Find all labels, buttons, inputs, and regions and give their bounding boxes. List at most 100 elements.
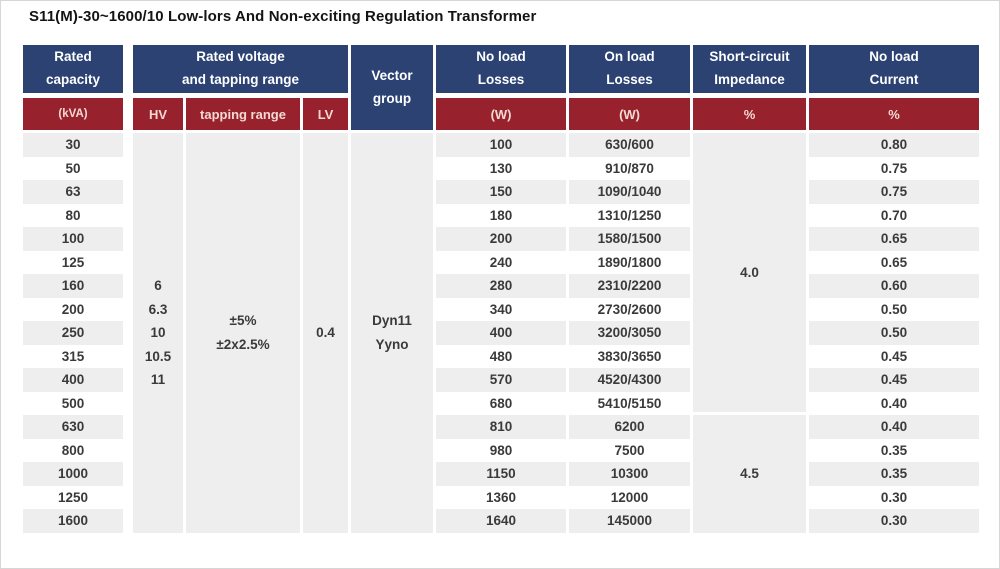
cell-on-load-losses: 7500 (566, 438, 691, 462)
cell-no-load-losses: 340 (433, 297, 567, 321)
table-row: 630 810 6200 4.5 0.40 (23, 415, 980, 533)
subheader-impedance-unit: % (690, 98, 807, 133)
subheader-kva-unit: (kVA) (23, 98, 123, 133)
cell-no-load-losses: 980 (433, 438, 567, 462)
cell-no-load-current: 0.65 (806, 250, 980, 274)
cell-no-load-current: 0.75 (806, 180, 980, 204)
cell-no-load-current: 0.50 (806, 321, 980, 345)
cell-no-load-losses: 180 (433, 203, 567, 227)
cell-on-load-losses: 630/600 (566, 133, 691, 157)
cell-no-load-current: 0.65 (806, 227, 980, 251)
cell-on-load-losses: 12000 (566, 485, 691, 509)
cell-no-load-current: 0.30 (806, 509, 980, 533)
cell-hv-values: 6 6.3 10 10.5 11 (123, 133, 183, 533)
cell-rated-capacity: 50 (23, 156, 123, 180)
cell-on-load-losses: 1890/1800 (566, 250, 691, 274)
cell-on-load-losses: 6200 (566, 415, 691, 439)
header-vector-group: Vector group (348, 45, 434, 133)
subheader-no-load-current-unit: % (806, 98, 980, 133)
cell-rated-capacity: 1000 (23, 462, 123, 486)
cell-no-load-current: 0.60 (806, 274, 980, 298)
subheader-on-load-losses-unit: (W) (566, 98, 691, 133)
cell-no-load-losses: 150 (433, 180, 567, 204)
cell-rated-capacity: 80 (23, 203, 123, 227)
subheader-hv: HV (123, 98, 183, 133)
cell-on-load-losses: 1090/1040 (566, 180, 691, 204)
table-row: 1600 1640 145000 0.30 (23, 509, 980, 533)
cell-no-load-losses: 680 (433, 391, 567, 415)
cell-no-load-current: 0.45 (806, 344, 980, 368)
table-row: 125 240 1890/1800 0.65 (23, 250, 980, 274)
cell-no-load-losses: 280 (433, 274, 567, 298)
cell-on-load-losses: 1580/1500 (566, 227, 691, 251)
table-row: 200 340 2730/2600 0.50 (23, 297, 980, 321)
cell-rated-capacity: 400 (23, 368, 123, 392)
cell-tapping-range: ±5% ±2x2.5% (183, 133, 300, 533)
cell-no-load-losses: 100 (433, 133, 567, 157)
cell-no-load-current: 0.40 (806, 391, 980, 415)
header-no-load-current: No load Current (806, 45, 980, 98)
cell-vector-group: Dyn11 Yyno (348, 133, 434, 533)
cell-on-load-losses: 910/870 (566, 156, 691, 180)
table-row: 250 400 3200/3050 0.50 (23, 321, 980, 345)
cell-rated-capacity: 1600 (23, 509, 123, 533)
subheader-no-load-losses-unit: (W) (433, 98, 567, 133)
table-row: 100 200 1580/1500 0.65 (23, 227, 980, 251)
cell-no-load-losses: 810 (433, 415, 567, 439)
cell-no-load-current: 0.35 (806, 462, 980, 486)
table-row: 315 480 3830/3650 0.45 (23, 344, 980, 368)
cell-on-load-losses: 2310/2200 (566, 274, 691, 298)
cell-impedance-4-5: 4.5 (690, 415, 807, 533)
cell-no-load-current: 0.35 (806, 438, 980, 462)
cell-rated-capacity: 630 (23, 415, 123, 439)
cell-no-load-current: 0.80 (806, 133, 980, 157)
table-row: 80 180 1310/1250 0.70 (23, 203, 980, 227)
transformer-spec-table: Rated capacity Rated voltage and tapping… (23, 45, 980, 533)
cell-rated-capacity: 800 (23, 438, 123, 462)
cell-no-load-losses: 1360 (433, 485, 567, 509)
table-body: 30 6 6.3 10 10.5 11 ±5% ±2x2.5% 0.4 Dyn11 Yy… (23, 133, 980, 533)
cell-on-load-losses: 2730/2600 (566, 297, 691, 321)
header-short-circuit-impedance: Short-circuit Impedance (690, 45, 807, 98)
table-row: 400 570 4520/4300 0.45 (23, 368, 980, 392)
cell-no-load-current: 0.70 (806, 203, 980, 227)
table-row: 63 150 1090/1040 0.75 (23, 180, 980, 204)
cell-on-load-losses: 1310/1250 (566, 203, 691, 227)
cell-rated-capacity: 30 (23, 133, 123, 157)
cell-no-load-losses: 1150 (433, 462, 567, 486)
table-row: 50 130 910/870 0.75 (23, 156, 980, 180)
cell-no-load-losses: 130 (433, 156, 567, 180)
table-row: 500 680 5410/5150 0.40 (23, 391, 980, 415)
subheader-tapping-range: tapping range (183, 98, 300, 133)
cell-on-load-losses: 4520/4300 (566, 368, 691, 392)
table-row: 1250 1360 12000 0.30 (23, 485, 980, 509)
table-row: 160 280 2310/2200 0.60 (23, 274, 980, 298)
cell-no-load-losses: 200 (433, 227, 567, 251)
cell-no-load-current: 0.45 (806, 368, 980, 392)
cell-no-load-current: 0.75 (806, 156, 980, 180)
cell-rated-capacity: 250 (23, 321, 123, 345)
subheader-lv: LV (300, 98, 349, 133)
cell-no-load-current: 0.30 (806, 485, 980, 509)
table-row: 800 980 7500 0.35 (23, 438, 980, 462)
table-header: Rated capacity Rated voltage and tapping… (23, 45, 980, 133)
cell-rated-capacity: 160 (23, 274, 123, 298)
cell-no-load-losses: 240 (433, 250, 567, 274)
cell-no-load-current: 0.40 (806, 415, 980, 439)
cell-rated-capacity: 500 (23, 391, 123, 415)
cell-on-load-losses: 5410/5150 (566, 391, 691, 415)
cell-no-load-losses: 1640 (433, 509, 567, 533)
cell-no-load-current: 0.50 (806, 297, 980, 321)
cell-impedance-4-0: 4.0 (690, 133, 807, 415)
cell-rated-capacity: 1250 (23, 485, 123, 509)
cell-on-load-losses: 3200/3050 (566, 321, 691, 345)
cell-on-load-losses: 3830/3650 (566, 344, 691, 368)
table-row: 30 6 6.3 10 10.5 11 ±5% ±2x2.5% 0.4 Dyn11 Yy… (23, 133, 980, 533)
header-on-load-losses: On load Losses (566, 45, 691, 98)
cell-lv-value: 0.4 (300, 133, 349, 533)
cell-rated-capacity: 100 (23, 227, 123, 251)
page-title: S11(M)-30~1600/10 Low-lors And Non-excit… (29, 8, 537, 25)
header-rated-capacity: Rated capacity (23, 45, 123, 98)
cell-rated-capacity: 315 (23, 344, 123, 368)
